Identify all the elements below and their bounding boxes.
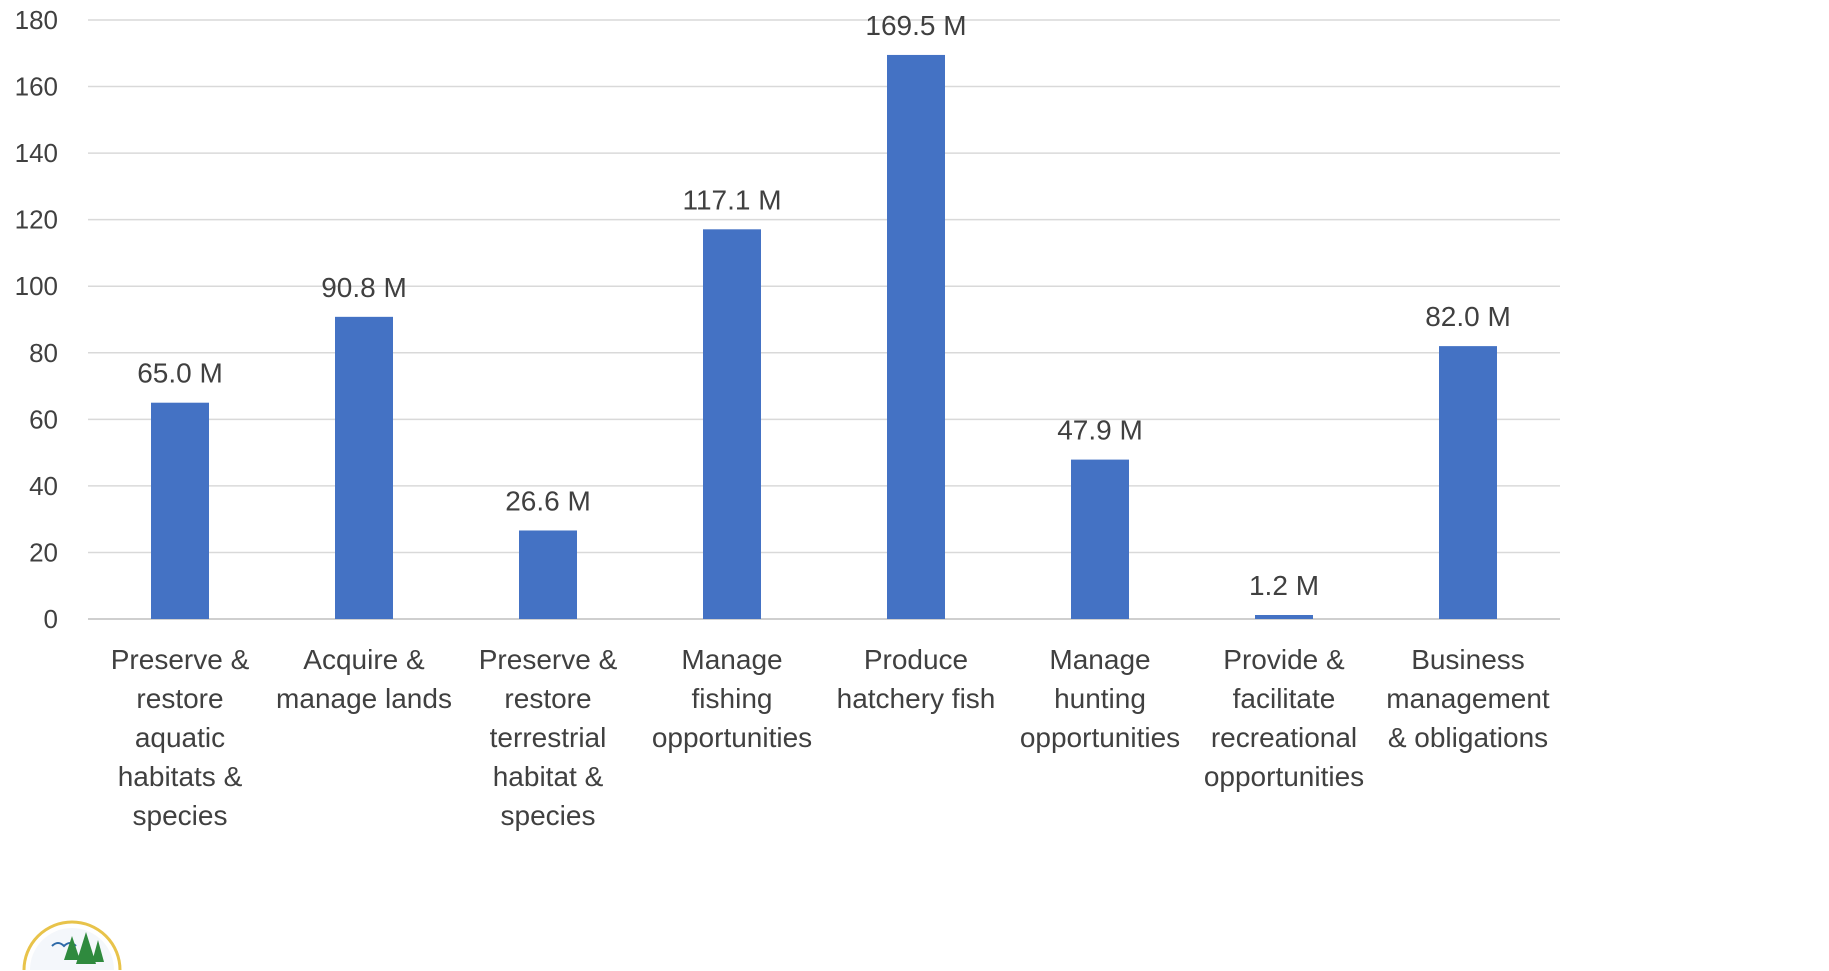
bar xyxy=(335,316,393,619)
bar xyxy=(1439,346,1497,619)
data-label: 82.0 M xyxy=(1425,301,1511,332)
x-category-label-line: & obligations xyxy=(1388,722,1548,753)
x-category-label: Preserve & restore terrestrial habitat & spe… xyxy=(479,644,618,831)
x-category-label-line: Preserve & xyxy=(479,644,618,675)
x-category-label-line: Manage xyxy=(1049,644,1150,675)
x-category-label-line: Provide & xyxy=(1223,644,1345,675)
x-category-label-line: terrestrial xyxy=(490,722,607,753)
x-category-label: Manage hunting opportunities xyxy=(1020,644,1180,753)
data-label: 1.2 M xyxy=(1249,570,1319,601)
x-category-label-line: habitats & xyxy=(118,761,243,792)
x-axis-categories: Preserve & restore aquatic habitats & specie… xyxy=(111,644,1550,831)
x-category-label-line: aquatic xyxy=(135,722,225,753)
x-category-label-line: recreational xyxy=(1211,722,1357,753)
x-category-label-line: management xyxy=(1386,683,1550,714)
bar xyxy=(519,530,577,619)
x-category-label-line: opportunities xyxy=(1020,722,1180,753)
x-category-label: Business management & obligations xyxy=(1386,644,1550,753)
y-tick-label: 120 xyxy=(15,205,58,235)
x-category-label-line: restore xyxy=(504,683,591,714)
x-category-label: Provide & facilitate recreational opportuni… xyxy=(1204,644,1364,792)
y-tick-label: 40 xyxy=(29,471,58,501)
data-labels: 65.0 M 90.8 M 26.6 M 117.1 M 169.5 M 47.9 M 1.… xyxy=(137,10,1511,601)
bar xyxy=(1071,459,1129,619)
gridlines xyxy=(88,19,1560,620)
x-category-label-line: hatchery fish xyxy=(837,683,996,714)
logo xyxy=(22,920,122,971)
x-category-label-line: fishing xyxy=(692,683,773,714)
y-tick-label: 100 xyxy=(15,271,58,301)
x-category-label-line: manage lands xyxy=(276,683,452,714)
y-tick-label: 160 xyxy=(15,72,58,102)
data-label: 65.0 M xyxy=(137,358,223,389)
data-label: 169.5 M xyxy=(865,10,966,41)
x-category-label-line: Business xyxy=(1411,644,1525,675)
data-label: 117.1 M xyxy=(682,184,781,215)
data-label: 90.8 M xyxy=(321,272,407,303)
x-category-label: Produce hatchery fish xyxy=(837,644,996,714)
bar xyxy=(151,402,209,619)
x-category-label-line: opportunities xyxy=(652,722,812,753)
x-category-label-line: restore xyxy=(136,683,223,714)
x-category-label-line: species xyxy=(133,800,228,831)
y-tick-label: 80 xyxy=(29,338,58,368)
x-category-label-line: Preserve & xyxy=(111,644,250,675)
y-axis-ticks: 0 20 40 60 80 100 120 140 160 180 xyxy=(15,5,58,634)
x-category-label-line: hunting xyxy=(1054,683,1146,714)
x-category-label: Preserve & restore aquatic habitats & specie… xyxy=(111,644,250,831)
x-category-label-line: Acquire & xyxy=(303,644,425,675)
bar xyxy=(1255,615,1313,619)
x-category-label: Manage fishing opportunities xyxy=(652,644,812,753)
y-tick-label: 60 xyxy=(29,404,58,434)
x-category-label-line: Manage xyxy=(681,644,782,675)
x-category-label-line: Produce xyxy=(864,644,968,675)
bar xyxy=(887,54,945,620)
x-category-label-line: habitat & xyxy=(493,761,604,792)
x-category-label-line: opportunities xyxy=(1204,761,1364,792)
bar xyxy=(703,229,761,620)
y-tick-label: 180 xyxy=(15,5,58,35)
x-category-label: Acquire & manage lands xyxy=(276,644,452,714)
data-label: 47.9 M xyxy=(1057,415,1143,446)
x-category-label-line: species xyxy=(501,800,596,831)
bars xyxy=(151,54,1497,620)
y-tick-label: 0 xyxy=(44,604,58,634)
y-tick-label: 140 xyxy=(15,138,58,168)
x-category-label-line: facilitate xyxy=(1233,683,1336,714)
y-tick-label: 20 xyxy=(29,537,58,567)
data-label: 26.6 M xyxy=(505,485,591,516)
